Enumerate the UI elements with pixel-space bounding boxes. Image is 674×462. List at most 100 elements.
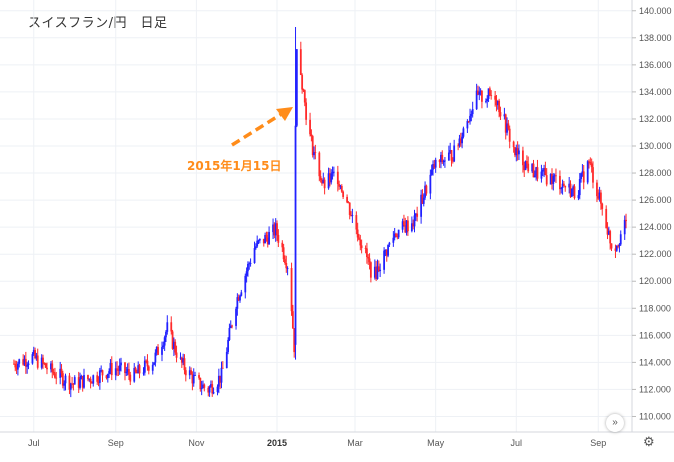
candle-body xyxy=(303,90,306,103)
scroll-to-realtime-button[interactable]: » xyxy=(606,414,624,432)
candle-body xyxy=(68,375,71,390)
candle-body xyxy=(311,136,314,156)
candle-body xyxy=(202,384,204,389)
candle-body xyxy=(182,358,185,363)
candle-body xyxy=(165,331,167,338)
candle-body xyxy=(305,102,308,120)
candle-body xyxy=(276,223,278,236)
candle-body xyxy=(499,112,502,117)
candle-body xyxy=(54,373,56,378)
candle-body xyxy=(203,384,206,388)
candle-body xyxy=(577,195,580,199)
x-tick-label: Jul xyxy=(511,438,523,448)
candle-body xyxy=(328,173,331,183)
candle-body xyxy=(401,221,404,230)
candle-body xyxy=(310,134,313,137)
candle-body xyxy=(208,386,211,393)
candle-body xyxy=(80,375,83,380)
y-tick-label: 110.000 xyxy=(639,411,671,421)
candle-body xyxy=(60,368,63,374)
candle-body xyxy=(239,295,241,301)
candle-body xyxy=(83,375,85,388)
candle-body xyxy=(106,373,109,379)
candle-body xyxy=(225,351,228,369)
candle-body xyxy=(92,375,95,384)
price-axis: 140.000 138.000 136.000 134.000 132.000 130.0… xyxy=(632,6,672,421)
candle-body xyxy=(71,383,74,385)
candle-body xyxy=(342,191,345,197)
candle-body xyxy=(32,350,35,355)
candle-body xyxy=(277,235,280,243)
candle-body xyxy=(128,369,130,375)
candle-body xyxy=(447,152,450,161)
candle-body xyxy=(518,150,520,155)
candle-body xyxy=(72,383,75,385)
candle-body xyxy=(536,167,539,179)
candle-body xyxy=(470,114,473,116)
candle-body xyxy=(441,154,444,163)
candle-body xyxy=(379,269,382,272)
candle-body xyxy=(134,367,137,372)
candle-body xyxy=(184,370,187,376)
candle-body xyxy=(609,231,612,244)
candle-body xyxy=(462,128,465,137)
candle-body xyxy=(229,325,232,329)
candle-body xyxy=(618,244,621,247)
candle-body xyxy=(282,247,285,260)
candle-body xyxy=(211,384,214,394)
candle-body xyxy=(434,159,437,168)
candle-body xyxy=(327,173,330,189)
candle-body xyxy=(433,164,436,168)
candle-body xyxy=(36,355,39,368)
candle-body xyxy=(506,123,508,133)
candle-body xyxy=(244,275,247,293)
candle-body xyxy=(145,360,148,362)
candle-body xyxy=(293,328,296,353)
candle-body xyxy=(151,364,154,371)
candle-body xyxy=(236,297,239,309)
candle-body xyxy=(200,388,203,390)
y-tick-label: 120.000 xyxy=(639,276,672,286)
candle-body xyxy=(235,308,237,326)
gear-icon[interactable]: ⚙ xyxy=(643,434,655,449)
candle-body xyxy=(268,232,270,245)
candle-body xyxy=(580,173,582,180)
candle-body xyxy=(118,365,121,371)
candle-body xyxy=(522,150,524,166)
candle-body xyxy=(392,237,395,243)
candle-body xyxy=(332,171,335,173)
candle-body xyxy=(617,245,620,247)
candle-body xyxy=(285,263,288,269)
candle-body xyxy=(555,175,557,177)
candle-body xyxy=(302,89,305,91)
candle-body xyxy=(171,331,174,349)
x-tick-label: Sep xyxy=(590,438,606,448)
candle-body xyxy=(358,237,360,240)
candle-body xyxy=(424,185,426,198)
candle-body xyxy=(475,90,478,110)
candle-body xyxy=(191,374,194,384)
candle-body xyxy=(314,152,317,153)
candle-body xyxy=(405,220,408,233)
candle-body xyxy=(22,359,25,365)
candle-body xyxy=(605,208,608,229)
candle-body xyxy=(125,371,128,374)
candle-body xyxy=(498,100,501,113)
candle-body xyxy=(34,350,36,359)
candle-body xyxy=(301,74,304,90)
candle-body xyxy=(46,367,48,370)
candle-body xyxy=(294,125,297,345)
candle-body xyxy=(410,223,413,232)
candle-body xyxy=(73,377,76,385)
candle-body xyxy=(87,375,89,380)
candle-body xyxy=(14,363,17,368)
candle-body xyxy=(512,141,515,148)
candle-body xyxy=(264,234,267,244)
candle-body xyxy=(533,175,536,178)
candle-body xyxy=(515,148,518,156)
candle-body xyxy=(449,150,452,153)
y-tick-label: 138.000 xyxy=(639,33,672,43)
candle-body xyxy=(91,382,93,384)
candle-body xyxy=(61,373,64,386)
